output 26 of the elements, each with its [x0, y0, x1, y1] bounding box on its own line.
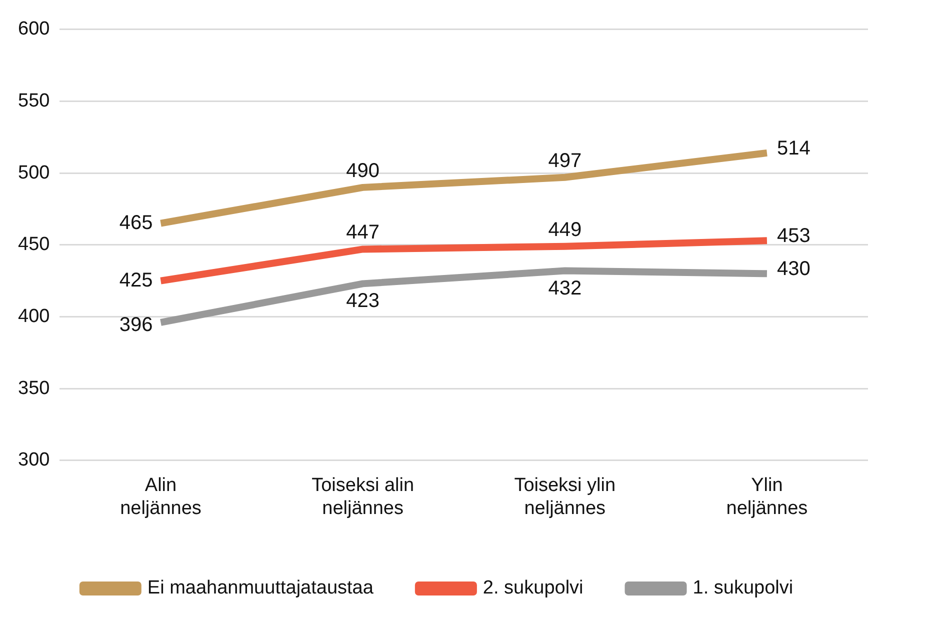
data-label: 423: [346, 290, 380, 312]
x-tick-label: Ylin neljännes: [726, 475, 808, 519]
y-tick-label: 450: [18, 234, 50, 256]
x-tick-label: Alin neljännes: [120, 475, 202, 519]
y-tick-label: 350: [18, 378, 50, 399]
y-tick-label: 600: [18, 18, 50, 40]
data-label: 449: [548, 218, 582, 241]
data-label: 447: [346, 222, 380, 244]
data-label: 432: [548, 277, 582, 300]
legend-label: Ei maahanmuuttajataustaa: [147, 578, 374, 599]
y-tick-label: 500: [18, 162, 50, 184]
y-tick-label: 550: [18, 90, 50, 112]
y-tick-label: 400: [18, 306, 50, 327]
x-tick-label: Toiseksi alin neljännes: [312, 475, 414, 519]
data-label: 430: [776, 258, 810, 280]
data-label: 490: [346, 160, 380, 182]
legend-label: 2. sukupolvi: [482, 578, 584, 599]
x-tick-label: Toiseksi ylin neljännes: [514, 475, 616, 519]
data-label: 453: [776, 225, 810, 248]
data-label: 465: [119, 212, 153, 234]
data-label: 425: [119, 269, 153, 292]
legend-label: 1. sukupolvi: [692, 578, 794, 599]
data-label: 514: [776, 137, 810, 160]
y-tick-label: 300: [18, 450, 50, 471]
data-label: 497: [548, 150, 582, 172]
data-label: 396: [119, 314, 153, 336]
